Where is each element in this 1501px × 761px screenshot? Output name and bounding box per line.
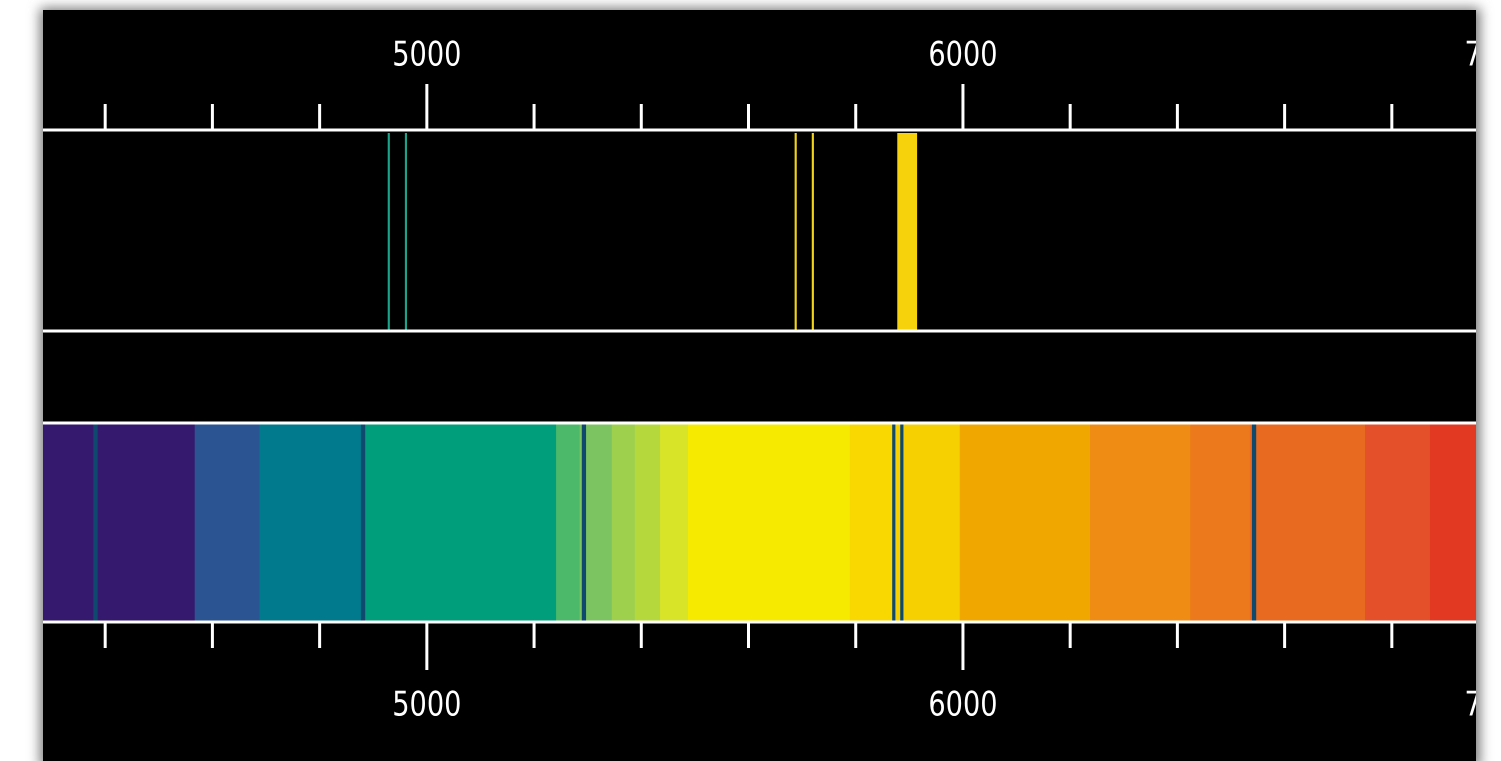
continuum-band	[556, 424, 581, 622]
emission-line	[404, 133, 408, 330]
continuum-band	[259, 424, 366, 622]
continuum-band	[1090, 424, 1191, 622]
x-tick-label: 6000	[928, 34, 997, 74]
emission-line	[387, 133, 390, 330]
continuum-band	[634, 424, 661, 622]
panel	[43, 10, 1476, 761]
absorption-line	[581, 424, 587, 622]
continuum-band	[364, 424, 557, 622]
x-tick-label: 7000	[1464, 684, 1501, 724]
x-tick-label: 7000	[1464, 34, 1501, 74]
emission-line	[897, 133, 918, 330]
absorption-line	[93, 424, 98, 622]
continuum-band	[687, 424, 851, 622]
x-tick-label: 5000	[392, 34, 461, 74]
continuum-band	[849, 424, 896, 622]
continuum-band	[1365, 424, 1431, 622]
continuum-band	[660, 424, 689, 622]
absorption-line	[892, 424, 896, 622]
absorption-line	[1251, 424, 1257, 622]
continuum-band	[959, 424, 1091, 622]
continuum-band	[43, 424, 196, 622]
continuum-band	[894, 424, 961, 622]
emission-line	[811, 133, 814, 330]
plot: 5000 5000 6000 6000 7000 7000	[43, 34, 1501, 724]
continuum-band	[1429, 424, 1476, 622]
absorption-line	[360, 424, 366, 622]
x-tick-label: 6000	[928, 684, 997, 724]
continuum-band	[1190, 424, 1251, 622]
continuum-band	[194, 424, 261, 622]
continuum-band	[1249, 424, 1366, 622]
continuum-band	[611, 424, 636, 622]
emission-line	[794, 133, 797, 330]
absorption-line	[900, 424, 904, 622]
x-tick-label: 5000	[392, 684, 461, 724]
